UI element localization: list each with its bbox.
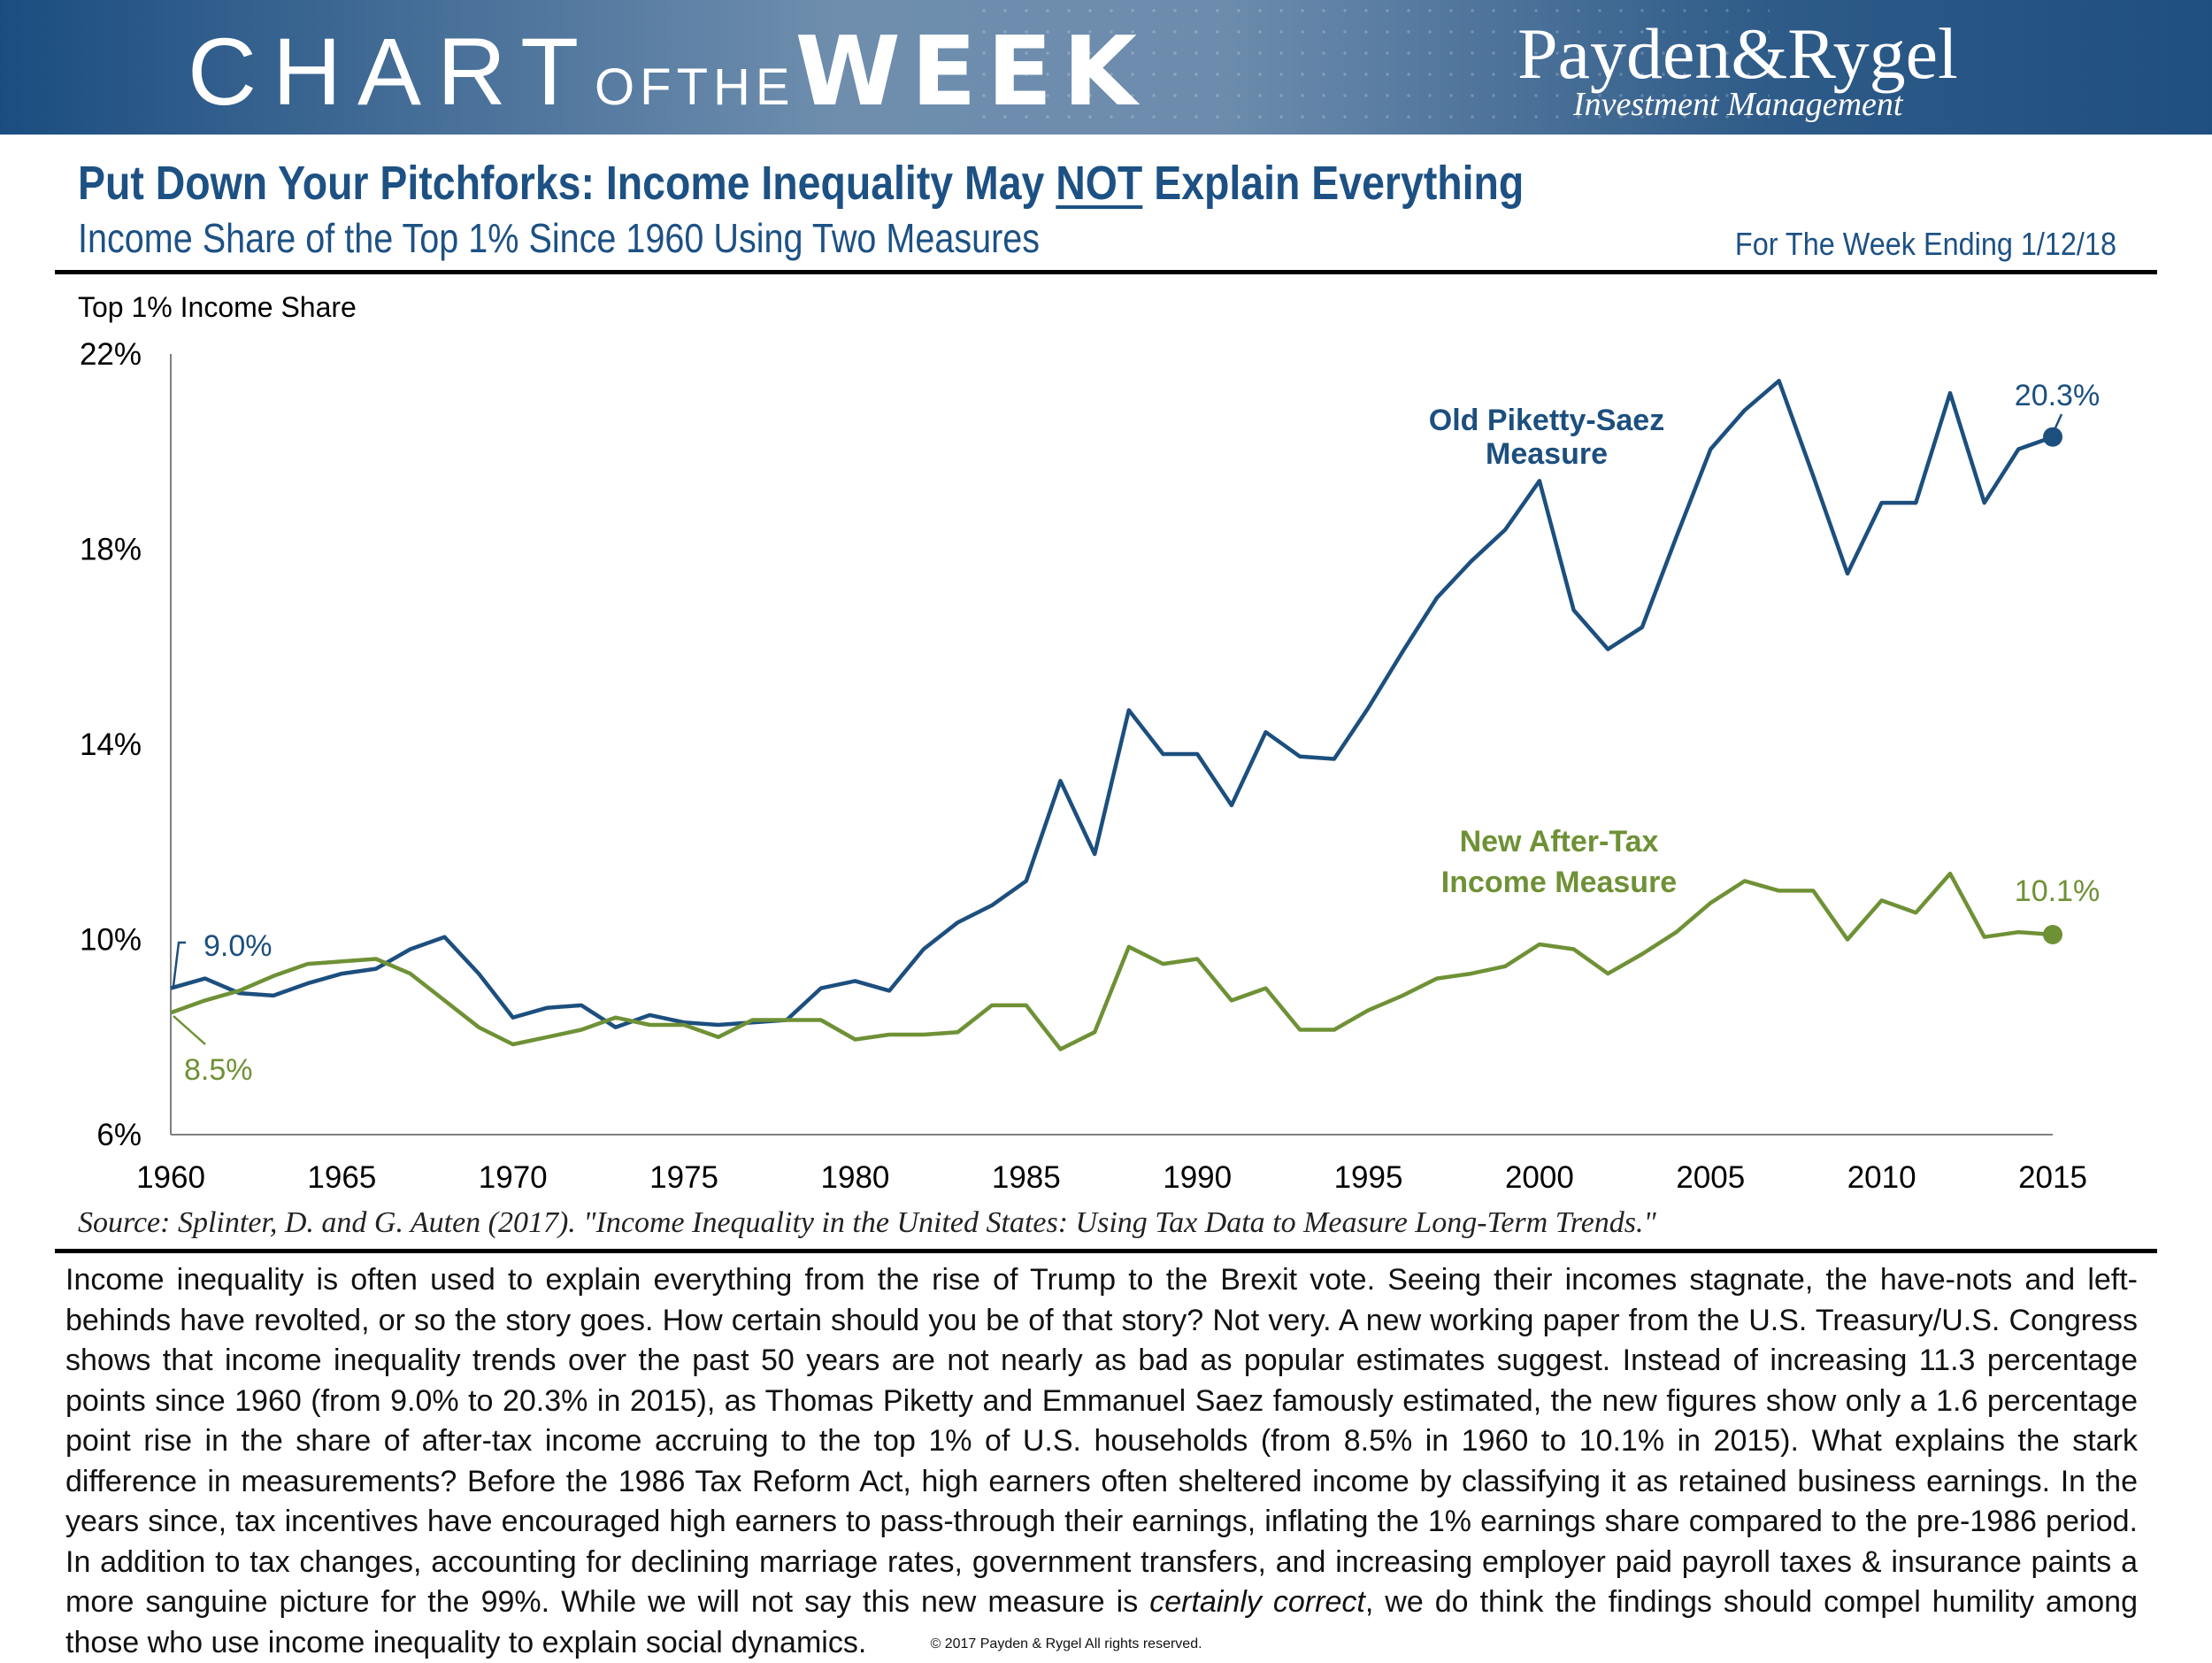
commentary-main: Income inequality is often used to expla… <box>65 1263 2138 1619</box>
new-measure-start-leader <box>173 1015 206 1045</box>
x-tick-label: 2010 <box>1847 1160 1916 1195</box>
new-measure-end-marker <box>2043 924 2062 944</box>
y-tick-label: 14% <box>80 728 142 762</box>
header-divider <box>55 270 2157 274</box>
old-measure-series-line <box>170 379 2054 1029</box>
y-tick-label: 22% <box>80 337 142 372</box>
chart-of-the-week-logo: CHARTOFTHEWEEK <box>188 16 1148 127</box>
x-tick-label: 1960 <box>136 1160 205 1195</box>
commentary-emphasis: certainly correct <box>1149 1585 1365 1619</box>
old-measure-end-leader <box>2051 413 2063 435</box>
title-part-1: Put Down Your Pitchforks: Income Inequal… <box>78 157 1056 210</box>
old-measure-end-marker <box>2043 427 2062 447</box>
x-tick-label: 1985 <box>992 1160 1061 1195</box>
y-tick-label: 10% <box>80 923 142 958</box>
x-tick-label: 1995 <box>1334 1160 1403 1195</box>
x-tick-label: 2005 <box>1676 1160 1745 1195</box>
y-tick-label: 6% <box>96 1118 142 1152</box>
x-tick-label: 1975 <box>649 1160 718 1195</box>
banner-of-the-word: OFTHE <box>595 58 795 116</box>
banner-dot-pattern <box>973 0 1770 135</box>
x-tick-label: 2015 <box>2018 1160 2087 1195</box>
old-measure-label-line-2: Measure <box>1486 437 1608 471</box>
new-measure-label-line-1: New After-Tax <box>1460 825 1659 858</box>
banner-week-word: WEEK <box>795 17 1148 127</box>
commentary-tail: , we do think the findings should compel… <box>65 1585 2139 1659</box>
y-tick-label: 18% <box>80 533 142 567</box>
source-divider <box>55 1249 2157 1253</box>
company-logo-name: Payden&Rygel <box>1517 13 1958 94</box>
y-axis-title: Top 1% Income Share <box>78 291 357 323</box>
old-measure-start-leader <box>172 941 186 987</box>
old-measure-label-line-1: Old Piketty-Saez <box>1429 404 1664 437</box>
page-subtitle: Income Share of the Top 1% Since 1960 Us… <box>78 215 1041 261</box>
new-measure-start-label: 8.5% <box>184 1053 253 1087</box>
x-tick-label: 1970 <box>479 1160 548 1195</box>
copyright-notice: © 2017 Payden & Rygel All rights reserve… <box>930 1636 1202 1651</box>
banner: CHARTOFTHEWEEK Payden&Rygel Investment M… <box>0 0 2212 135</box>
new-measure-series-line <box>170 871 2054 1051</box>
x-tick-label: 1980 <box>821 1160 890 1195</box>
week-ending-label: For The Week Ending 1/12/18 <box>1734 226 2116 262</box>
company-logo-tagline: Investment Management <box>1573 86 1903 123</box>
x-tick-label: 1990 <box>1163 1160 1232 1195</box>
commentary-paragraph: Income inequality is often used to expla… <box>65 1260 2138 1663</box>
old-measure-end-label: 20.3% <box>2015 379 2100 412</box>
x-tick-label: 1965 <box>307 1160 376 1195</box>
source-note: Source: Splinter, D. and G. Auten (2017)… <box>78 1206 1656 1239</box>
x-tick-label: 2000 <box>1505 1160 1574 1195</box>
banner-chart-word: CHART <box>188 18 595 125</box>
page-title: Put Down Your Pitchforks: Income Inequal… <box>78 156 1524 211</box>
income-share-chart: Top 1% Income Share 6% 10% 14% 18% 22% 1960 196… <box>78 291 2100 1195</box>
new-measure-end-label: 10.1% <box>2015 874 2100 908</box>
title-part-2: Explain Everything <box>1142 157 1525 210</box>
old-measure-start-label: 9.0% <box>204 929 273 963</box>
title-emphasis: NOT <box>1056 157 1143 210</box>
new-measure-label-line-2: Income Measure <box>1441 866 1677 899</box>
